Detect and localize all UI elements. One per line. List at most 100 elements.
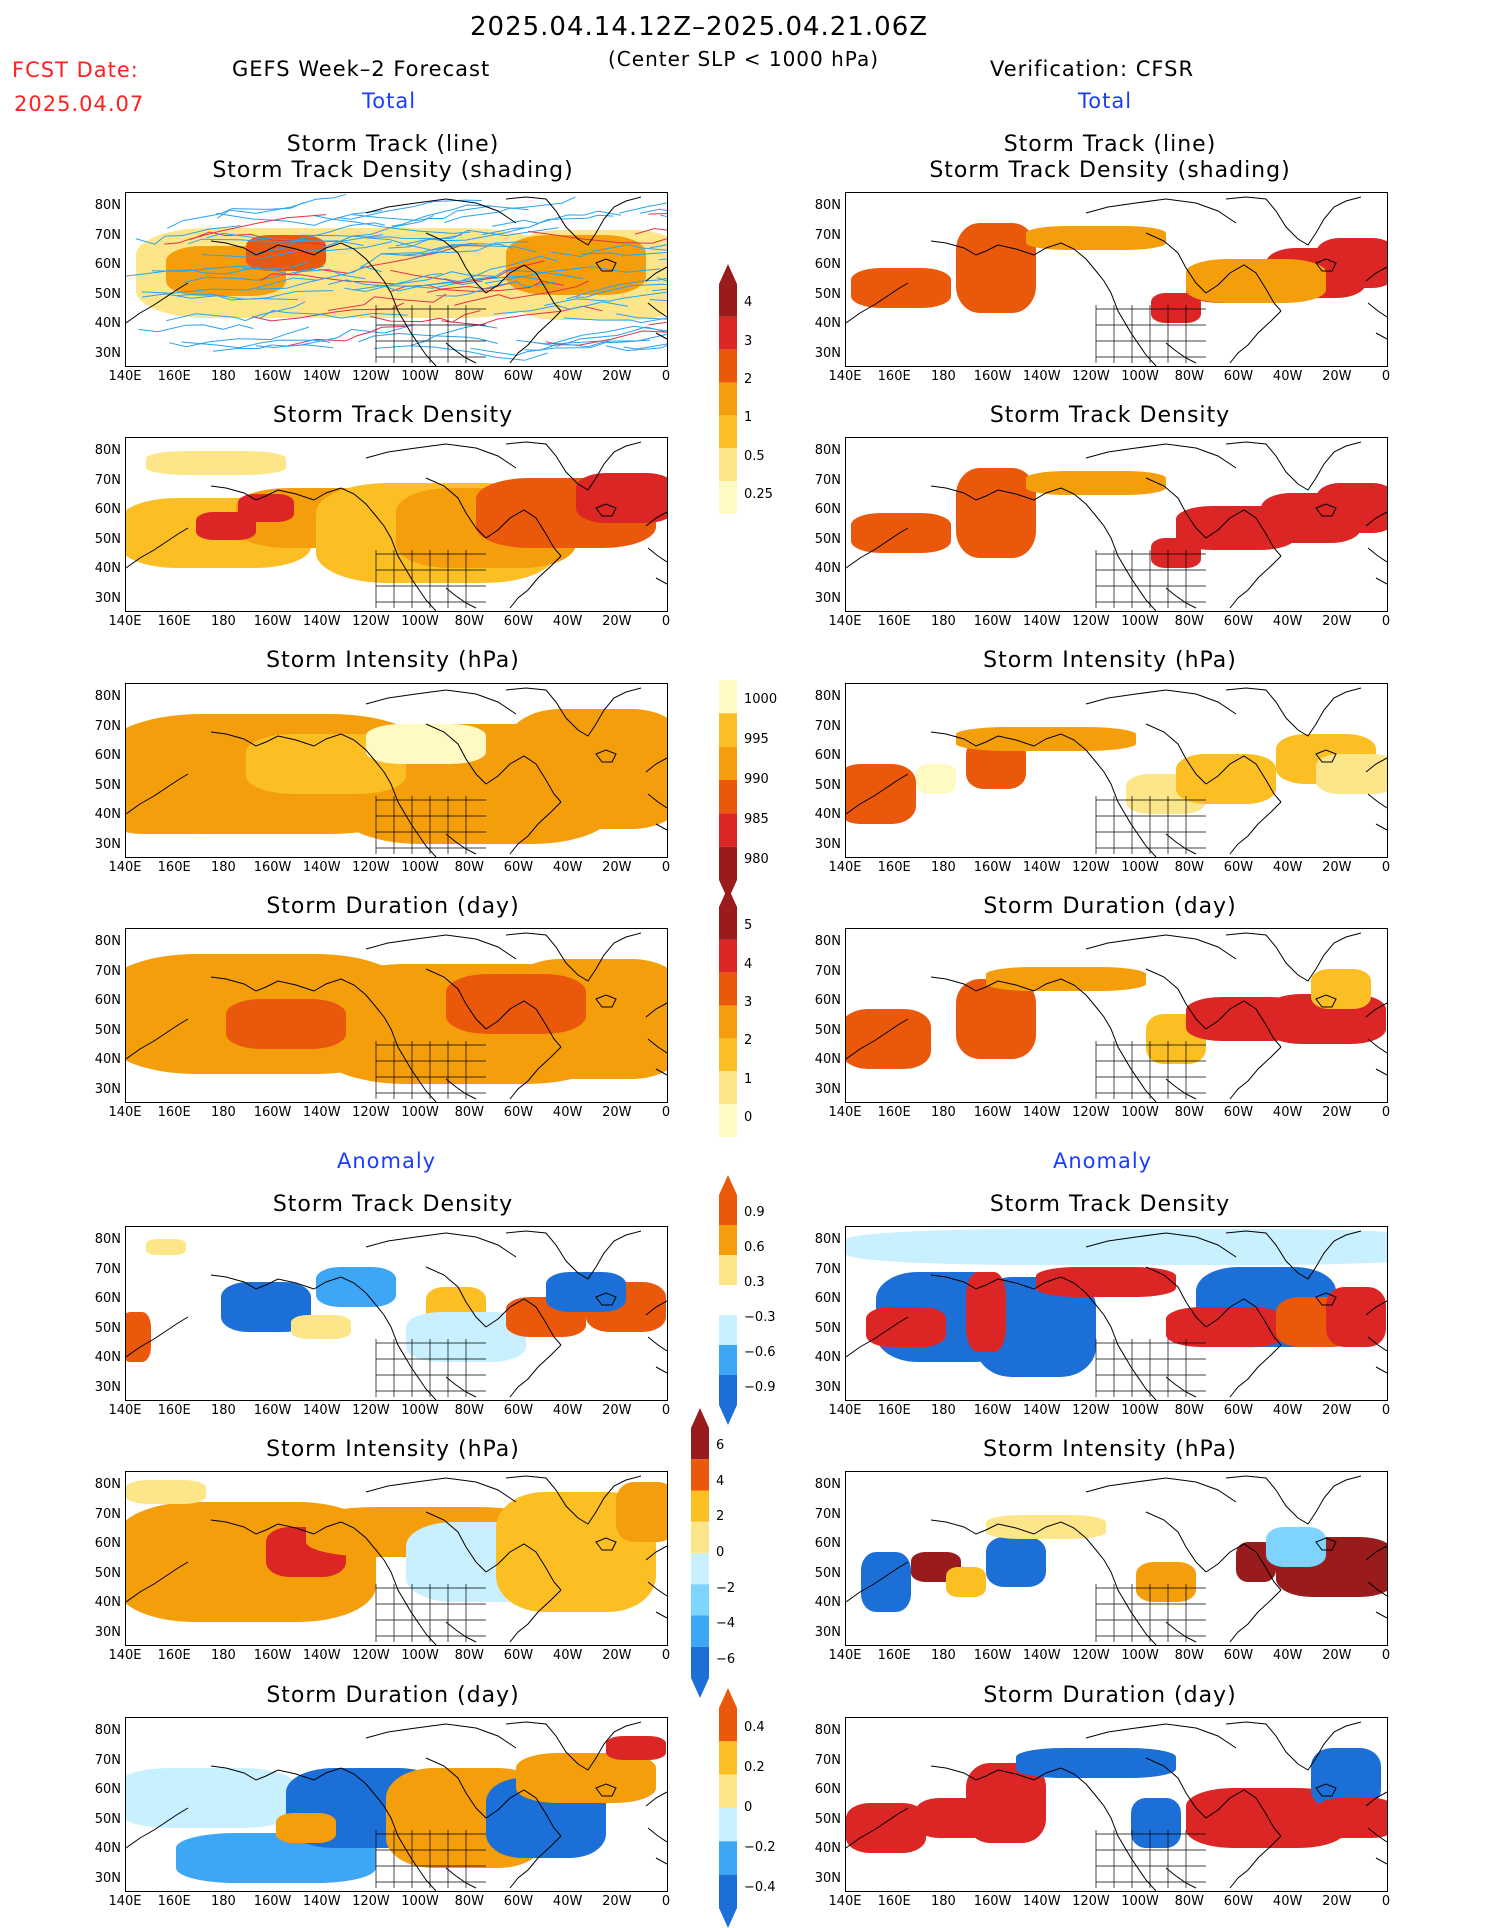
right-duration-map [845, 928, 1388, 1103]
lon-label: 160W [253, 1403, 292, 1418]
shading-cell [506, 709, 667, 829]
coastlines [126, 1721, 667, 1891]
lon-label: 0 [661, 1894, 671, 1909]
lon-label: 120W [352, 1105, 390, 1120]
lon-label: 180 [210, 614, 236, 629]
lon-label: 180 [930, 1648, 956, 1663]
coastlines [846, 932, 1387, 1102]
colorbar-segment [719, 1285, 737, 1315]
lat-label: 50N [814, 1565, 841, 1581]
shading-cell [126, 1480, 206, 1504]
lat-label: 50N [94, 531, 121, 547]
colorbar-label: 2 [744, 1033, 753, 1049]
left-anom-duration-shading [126, 1721, 667, 1891]
lat-label: 70N [814, 227, 841, 243]
right-density-title: Storm Track Density [989, 403, 1231, 428]
shading-cell [846, 1803, 926, 1853]
lon-label: 180 [210, 369, 236, 384]
shading-cell [846, 764, 916, 824]
lat-label: 60N [94, 257, 121, 272]
lon-label: 100W [401, 1648, 439, 1663]
colorbar-segment [719, 1741, 737, 1775]
lon-label: 140E [828, 1894, 862, 1909]
colorbar-label: 4 [744, 956, 753, 972]
lat-label: 60N [94, 1536, 121, 1551]
shading-cell [946, 1567, 986, 1597]
right-density-shading [846, 441, 1387, 611]
colorbar-segment [719, 1225, 737, 1255]
lon-label: 80W [1174, 1403, 1204, 1418]
lon-label: 140W [1022, 860, 1061, 875]
lat-label: 60N [814, 502, 841, 517]
left-anom-density-title: Storm Track Density [272, 1192, 514, 1217]
lon-label: 0 [1381, 1648, 1391, 1663]
lon-label: 180 [210, 860, 236, 875]
right-anom-density-shading [846, 1229, 1387, 1400]
colorbar-label: −0.6 [744, 1344, 776, 1360]
shading-cell [1026, 226, 1166, 250]
shading-cell [986, 967, 1146, 991]
shading-cell [1131, 1798, 1181, 1848]
shading-cell [966, 1272, 1006, 1352]
lon-label: 0 [1381, 1105, 1391, 1120]
lat-label: 60N [94, 502, 121, 517]
coastlines [846, 1475, 1387, 1645]
lat-label: 40N [814, 316, 841, 331]
colorbar-label: 1 [744, 410, 753, 426]
lon-label: 120W [352, 860, 390, 875]
colorbar-label: −0.9 [744, 1379, 776, 1395]
left-density-map [125, 437, 668, 612]
lon-label: 100W [1121, 1105, 1159, 1120]
colorbar-segment [719, 813, 737, 847]
lat-label: 50N [94, 1022, 121, 1038]
lon-label: 160E [157, 860, 191, 875]
lat-label: 40N [814, 1595, 841, 1610]
lon-label: 20W [1322, 614, 1352, 629]
lon-label: 120W [1072, 1105, 1110, 1120]
lat-label: 50N [814, 1320, 841, 1336]
colorbar-label: 995 [744, 732, 769, 747]
lon-label: 60W [503, 1648, 534, 1663]
lon-label: 160W [973, 614, 1012, 629]
shading-cell [916, 764, 956, 794]
lon-label: 180 [930, 860, 956, 875]
left-duration-map [125, 928, 668, 1103]
colorbar-label: 0.6 [744, 1239, 765, 1255]
lon-label: 180 [930, 1403, 956, 1418]
shading-cell [366, 724, 486, 764]
right-track-map [845, 192, 1388, 367]
shading-cell [956, 468, 1036, 558]
lat-label: 80N [814, 1477, 841, 1492]
left-track-title-1: Storm Track (line) [286, 132, 500, 157]
colorbar-density-total [718, 264, 738, 534]
lat-label: 40N [94, 1052, 121, 1067]
shading-cell [1036, 1267, 1176, 1297]
lon-label: 60W [1223, 614, 1254, 629]
colorbar-label: 1 [744, 1071, 753, 1087]
shading-cell [1176, 754, 1276, 804]
colorbar-segment [719, 1774, 737, 1808]
colorbar-segment [691, 1490, 709, 1522]
lon-label: 140W [302, 1403, 341, 1418]
lon-label: 80W [454, 369, 484, 384]
left-anom-density-shading [126, 1230, 667, 1400]
lon-label: 160E [157, 1894, 191, 1909]
lon-label: 100W [1121, 614, 1159, 629]
lon-label: 160W [973, 369, 1012, 384]
lon-label: 120W [1072, 1894, 1110, 1909]
lon-label: 100W [401, 1403, 439, 1418]
shading-cell [196, 512, 256, 540]
coastlines [846, 1230, 1387, 1400]
colorbar-label: −0.4 [744, 1880, 776, 1895]
shading-cell [986, 1537, 1046, 1587]
right-anom-density-map [845, 1226, 1388, 1401]
shading-cell [616, 1482, 667, 1542]
lat-label: 30N [94, 1379, 121, 1395]
lon-label: 100W [1121, 1894, 1159, 1909]
lat-label: 50N [814, 1022, 841, 1038]
colorbar-segment [691, 1584, 709, 1616]
lat-label: 60N [814, 1782, 841, 1797]
lat-label: 40N [94, 1595, 121, 1610]
lon-label: 40W [552, 1105, 583, 1120]
lon-label: 160W [253, 1648, 292, 1663]
